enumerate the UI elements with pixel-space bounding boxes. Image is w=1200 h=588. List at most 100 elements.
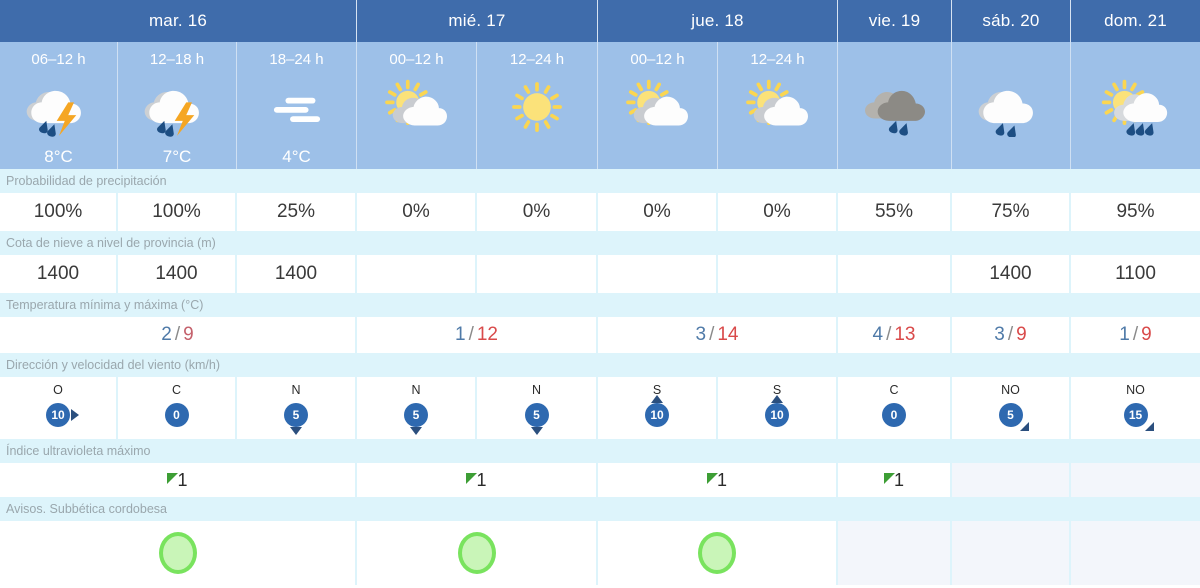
forecast-cell-8[interactable]: . . — [838, 42, 952, 169]
wind-speed-badge: 5 — [404, 403, 428, 427]
day-header-1[interactable]: mar. 16 — [0, 0, 357, 42]
sun-cloud-rain-icon — [1071, 69, 1200, 145]
uv-values-row: 1 1 1 1 — [0, 463, 1200, 497]
precip-value-10: 95% — [1071, 193, 1200, 231]
wind-direction-label: N — [411, 383, 421, 397]
uv-index-value: 1 — [716, 470, 727, 490]
precip-value-5: 0% — [477, 193, 598, 231]
temp-max: 9 — [1016, 324, 1027, 345]
snow-value-2: 1400 — [118, 255, 237, 293]
day-header-label: sáb. 20 — [982, 11, 1040, 30]
temp-min: 1 — [1119, 324, 1130, 345]
wind-direction-arrow-icon — [1144, 422, 1154, 431]
uv-indicator: 1 — [167, 470, 188, 490]
snow-values-row: 1400 1400 1400 1400 1100 — [0, 255, 1200, 293]
aviso-green-indicator-icon[interactable] — [457, 532, 496, 574]
uv-value-4: 1 — [838, 463, 952, 497]
forecast-cell-1[interactable]: 06–12 h 8°C — [0, 42, 118, 169]
wind-direction-arrow-icon — [410, 427, 422, 435]
day-header-4[interactable]: vie. 19 — [838, 0, 952, 42]
period-label: 00–12 h — [630, 51, 685, 68]
temp-separator: / — [1132, 324, 1139, 345]
precip-value-1: 100% — [0, 193, 118, 231]
cloud-rain-icon — [952, 69, 1070, 145]
aviso-cell-3[interactable] — [598, 521, 838, 585]
precip-value-6: 0% — [598, 193, 718, 231]
wind-speed-badge: 10 — [765, 403, 789, 427]
wind-badge-container: 10 — [757, 395, 797, 432]
wind-value-1: O 10 — [0, 377, 118, 439]
temperature-value-1: 2/9 — [0, 317, 357, 353]
snow-value-4 — [357, 255, 477, 293]
period-label: 00–12 h — [389, 51, 444, 68]
snow-value-5 — [477, 255, 598, 293]
day-header-row: mar. 16 mié. 17 jue. 18 vie. 19 sáb. 20 dom. … — [0, 0, 1200, 42]
temperature-value-5: 3/9 — [952, 317, 1071, 353]
day-header-3[interactable]: jue. 18 — [598, 0, 838, 42]
wind-speed-badge: 5 — [524, 403, 549, 427]
period-label: 12–24 h — [750, 51, 805, 68]
precip-row-label: Probabilidad de precipitación — [0, 169, 1200, 193]
temp-separator: / — [709, 324, 715, 345]
wind-badge-container: 15 — [1116, 398, 1156, 432]
wind-direction-label: N — [291, 383, 301, 397]
precip-value-2: 100% — [118, 193, 237, 231]
aviso-cell-2[interactable] — [357, 521, 598, 585]
wind-direction-arrow-icon — [530, 427, 543, 435]
day-header-2[interactable]: mié. 17 — [357, 0, 598, 42]
day-header-6[interactable]: dom. 21 — [1071, 0, 1200, 42]
sun-cloud-icon — [357, 69, 476, 145]
forecast-cell-6[interactable]: 00–12 h . — [598, 42, 718, 169]
wind-direction-arrow-icon — [651, 395, 663, 403]
avisos-values-row — [0, 521, 1200, 585]
uv-index-value: 1 — [177, 470, 188, 490]
avisos-row-label: Avisos. Subbética cordobesa — [0, 497, 1200, 521]
day-header-label: vie. 19 — [868, 11, 921, 30]
temp-separator: / — [174, 324, 181, 345]
temp-separator: / — [886, 324, 892, 345]
sun-cloud-icon — [718, 69, 837, 145]
wind-badge-container: 10 — [637, 395, 677, 432]
day-header-5[interactable]: sáb. 20 — [952, 0, 1071, 42]
wind-badge-container: 5 — [517, 398, 557, 435]
forecast-cell-4[interactable]: 00–12 h . — [357, 42, 477, 169]
precip-value-8: 55% — [838, 193, 952, 231]
forecast-cell-10[interactable]: . . — [1071, 42, 1200, 169]
snow-value-9: 1400 — [952, 255, 1071, 293]
day-header-label: mar. 16 — [148, 11, 208, 30]
wind-speed-badge: 5 — [284, 403, 308, 427]
wind-direction-label: NO — [1001, 383, 1020, 397]
uv-value-2: 1 — [357, 463, 598, 497]
temp-min: 3 — [994, 324, 1005, 345]
temp-min: 2 — [161, 324, 172, 345]
uv-index-value: 1 — [476, 470, 487, 490]
aviso-green-indicator-icon[interactable] — [158, 532, 197, 574]
forecast-cell-3[interactable]: 18–24 h 4°C — [237, 42, 357, 169]
wind-value-7: S 10 — [718, 377, 838, 439]
temp-max: 13 — [894, 324, 916, 345]
precip-values-row: 100% 100% 25% 0% 0% 0% 0% 55% 75% 95% — [0, 193, 1200, 231]
wind-direction-label: S — [652, 383, 662, 397]
aviso-green-indicator-icon[interactable] — [698, 532, 736, 574]
sun-cloud-icon — [598, 69, 717, 145]
temp-min: 3 — [695, 324, 707, 345]
wind-badge-container: 0 — [874, 398, 914, 432]
aviso-cell-1[interactable] — [0, 521, 357, 585]
period-label: 12–24 h — [509, 51, 565, 68]
temp-max: 9 — [1141, 324, 1152, 345]
uv-indicator: 1 — [883, 471, 904, 489]
wind-direction-label: S — [772, 383, 782, 397]
temp-separator: / — [468, 324, 474, 345]
forecast-cell-5[interactable]: 12–24 h. — [477, 42, 598, 169]
wind-direction-arrow-icon — [771, 395, 783, 403]
forecast-cell-2[interactable]: 12–18 h 7°C — [118, 42, 237, 169]
cloud-rain-dark-icon — [838, 69, 951, 145]
wind-values-row: O 10 C 0 N 5 N 5 N 5 S 10 S 10 C 0 NO 5 NO 15 — [0, 377, 1200, 439]
snow-value-7 — [718, 255, 838, 293]
forecast-cell-9[interactable]: . . — [952, 42, 1071, 169]
uv-value-3: 1 — [598, 463, 838, 497]
forecast-cell-7[interactable]: 12–24 h . — [718, 42, 838, 169]
fog-icon — [237, 69, 356, 145]
temperature-row-label: Temperatura mínima y máxima (°C) — [0, 293, 1200, 317]
